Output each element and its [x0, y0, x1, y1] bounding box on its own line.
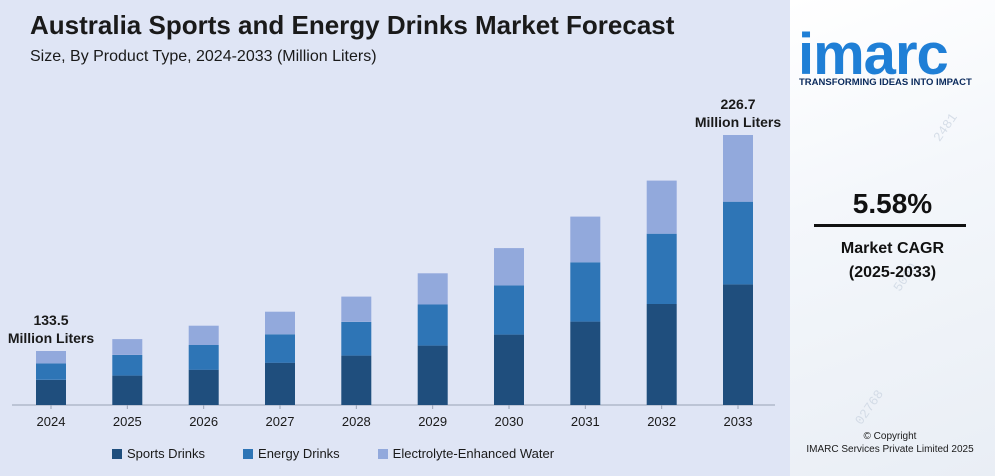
bar-segment-2033-s1 — [723, 201, 753, 285]
bar-segment-2024-s1 — [36, 363, 66, 380]
x-tick-label-2033: 2033 — [724, 414, 753, 429]
x-tick-label-2031: 2031 — [571, 414, 600, 429]
x-tick-label-2028: 2028 — [342, 414, 371, 429]
bar-segment-2028-s1 — [341, 321, 372, 356]
x-tick-label-2027: 2027 — [266, 414, 295, 429]
bar-segment-2027-s2 — [265, 311, 295, 335]
legend-item-electrolyte-water: Electrolyte-Enhanced Water — [377, 446, 555, 461]
x-tick-label-2025: 2025 — [113, 414, 142, 429]
x-tick-label-2026: 2026 — [189, 414, 218, 429]
copyright-line1: © Copyright — [863, 431, 917, 442]
bar-segment-2029-s1 — [417, 304, 448, 346]
total-annotation-2033: 226.7 — [720, 96, 755, 112]
bar-segment-2028-s0 — [341, 355, 372, 405]
legend-swatch — [243, 448, 254, 459]
bar-segment-2032-s2 — [646, 180, 677, 234]
bar-segment-2031-s1 — [570, 262, 601, 322]
legend-label: Sports Drinks — [127, 446, 206, 461]
legend-label: Energy Drinks — [258, 446, 340, 461]
copyright-notice: © Copyright IMARC Services Private Limit… — [790, 430, 990, 456]
x-tick-label-2024: 2024 — [37, 414, 66, 429]
x-tick-label-2029: 2029 — [418, 414, 447, 429]
total-annotation-2024: Million Liters — [8, 330, 95, 346]
legend-swatch — [112, 448, 122, 459]
bar-segment-2025-s0 — [112, 375, 143, 405]
bar-segment-2032-s1 — [646, 233, 677, 304]
x-tick-label-2032: 2032 — [647, 414, 676, 429]
cagr-value: 5.58% — [852, 188, 933, 219]
bar-segment-2032-s0 — [646, 304, 677, 405]
chart-panel: Australia Sports and Energy Drinks Marke… — [0, 0, 790, 476]
legend-label: Electrolyte-Enhanced Water — [392, 446, 555, 461]
bar-segment-2030-s0 — [494, 334, 524, 405]
stacked-bar-chart: 2024 2025 2026 2027 2028 2029 2030 2031 2032 2033… — [8, 96, 782, 429]
background-decoration: 2481 — [930, 110, 961, 145]
x-tick-label-2030: 2030 — [495, 414, 524, 429]
cagr-divider — [814, 224, 966, 227]
bar-segment-2033-s2 — [723, 135, 753, 202]
bar-segment-2026-s1 — [188, 345, 219, 370]
cagr-label-line1: Market CAGR — [840, 240, 945, 257]
bar-segment-2024-s2 — [36, 351, 66, 364]
logo-tagline: TRANSFORMING IDEAS INTO IMPACT — [799, 77, 972, 88]
chart-title: Australia Sports and Energy Drinks Marke… — [30, 10, 675, 40]
bar-segment-2025-s2 — [112, 339, 143, 355]
info-panel: 5000 02768 2481 imarc TRANSFORMING IDEAS… — [790, 0, 995, 476]
bar-segment-2029-s2 — [417, 273, 448, 305]
cagr-label: Market CAGR (2025-2033) — [790, 237, 995, 285]
copyright-line2: IMARC Services Private Limited 2025 — [806, 444, 974, 455]
cagr-label-line2: (2025-2033) — [848, 264, 937, 281]
legend-item-sports-drinks: Sports Drinks — [112, 446, 205, 461]
bar-segment-2025-s1 — [112, 355, 143, 376]
bar-segment-2024-s0 — [36, 379, 66, 405]
bar-segment-2031-s2 — [570, 216, 601, 263]
chart-legend: Sports Drinks Energy Drinks Electrolyte-… — [112, 446, 554, 461]
chart-subtitle: Size, By Product Type, 2024-2033 (Millio… — [30, 48, 377, 65]
background-decoration: 02768 — [852, 387, 887, 428]
bar-segment-2030-s1 — [494, 285, 524, 335]
bar-segment-2031-s0 — [570, 321, 601, 405]
bar-segment-2028-s2 — [341, 296, 372, 322]
total-annotation-2033: Million Liters — [695, 114, 782, 130]
legend-swatch — [377, 448, 388, 459]
bar-segment-2027-s0 — [265, 362, 295, 405]
bar-segment-2029-s0 — [417, 345, 448, 405]
bar-segment-2033-s0 — [723, 284, 753, 405]
bar-segment-2030-s2 — [494, 248, 524, 286]
bar-segment-2027-s1 — [265, 334, 295, 363]
bar-segment-2026-s0 — [188, 369, 219, 405]
total-annotation-2024: 133.5 — [33, 312, 68, 328]
bar-segment-2026-s2 — [188, 325, 219, 345]
imarc-logo: imarc — [798, 22, 949, 87]
legend-item-energy-drinks: Energy Drinks — [243, 446, 340, 461]
